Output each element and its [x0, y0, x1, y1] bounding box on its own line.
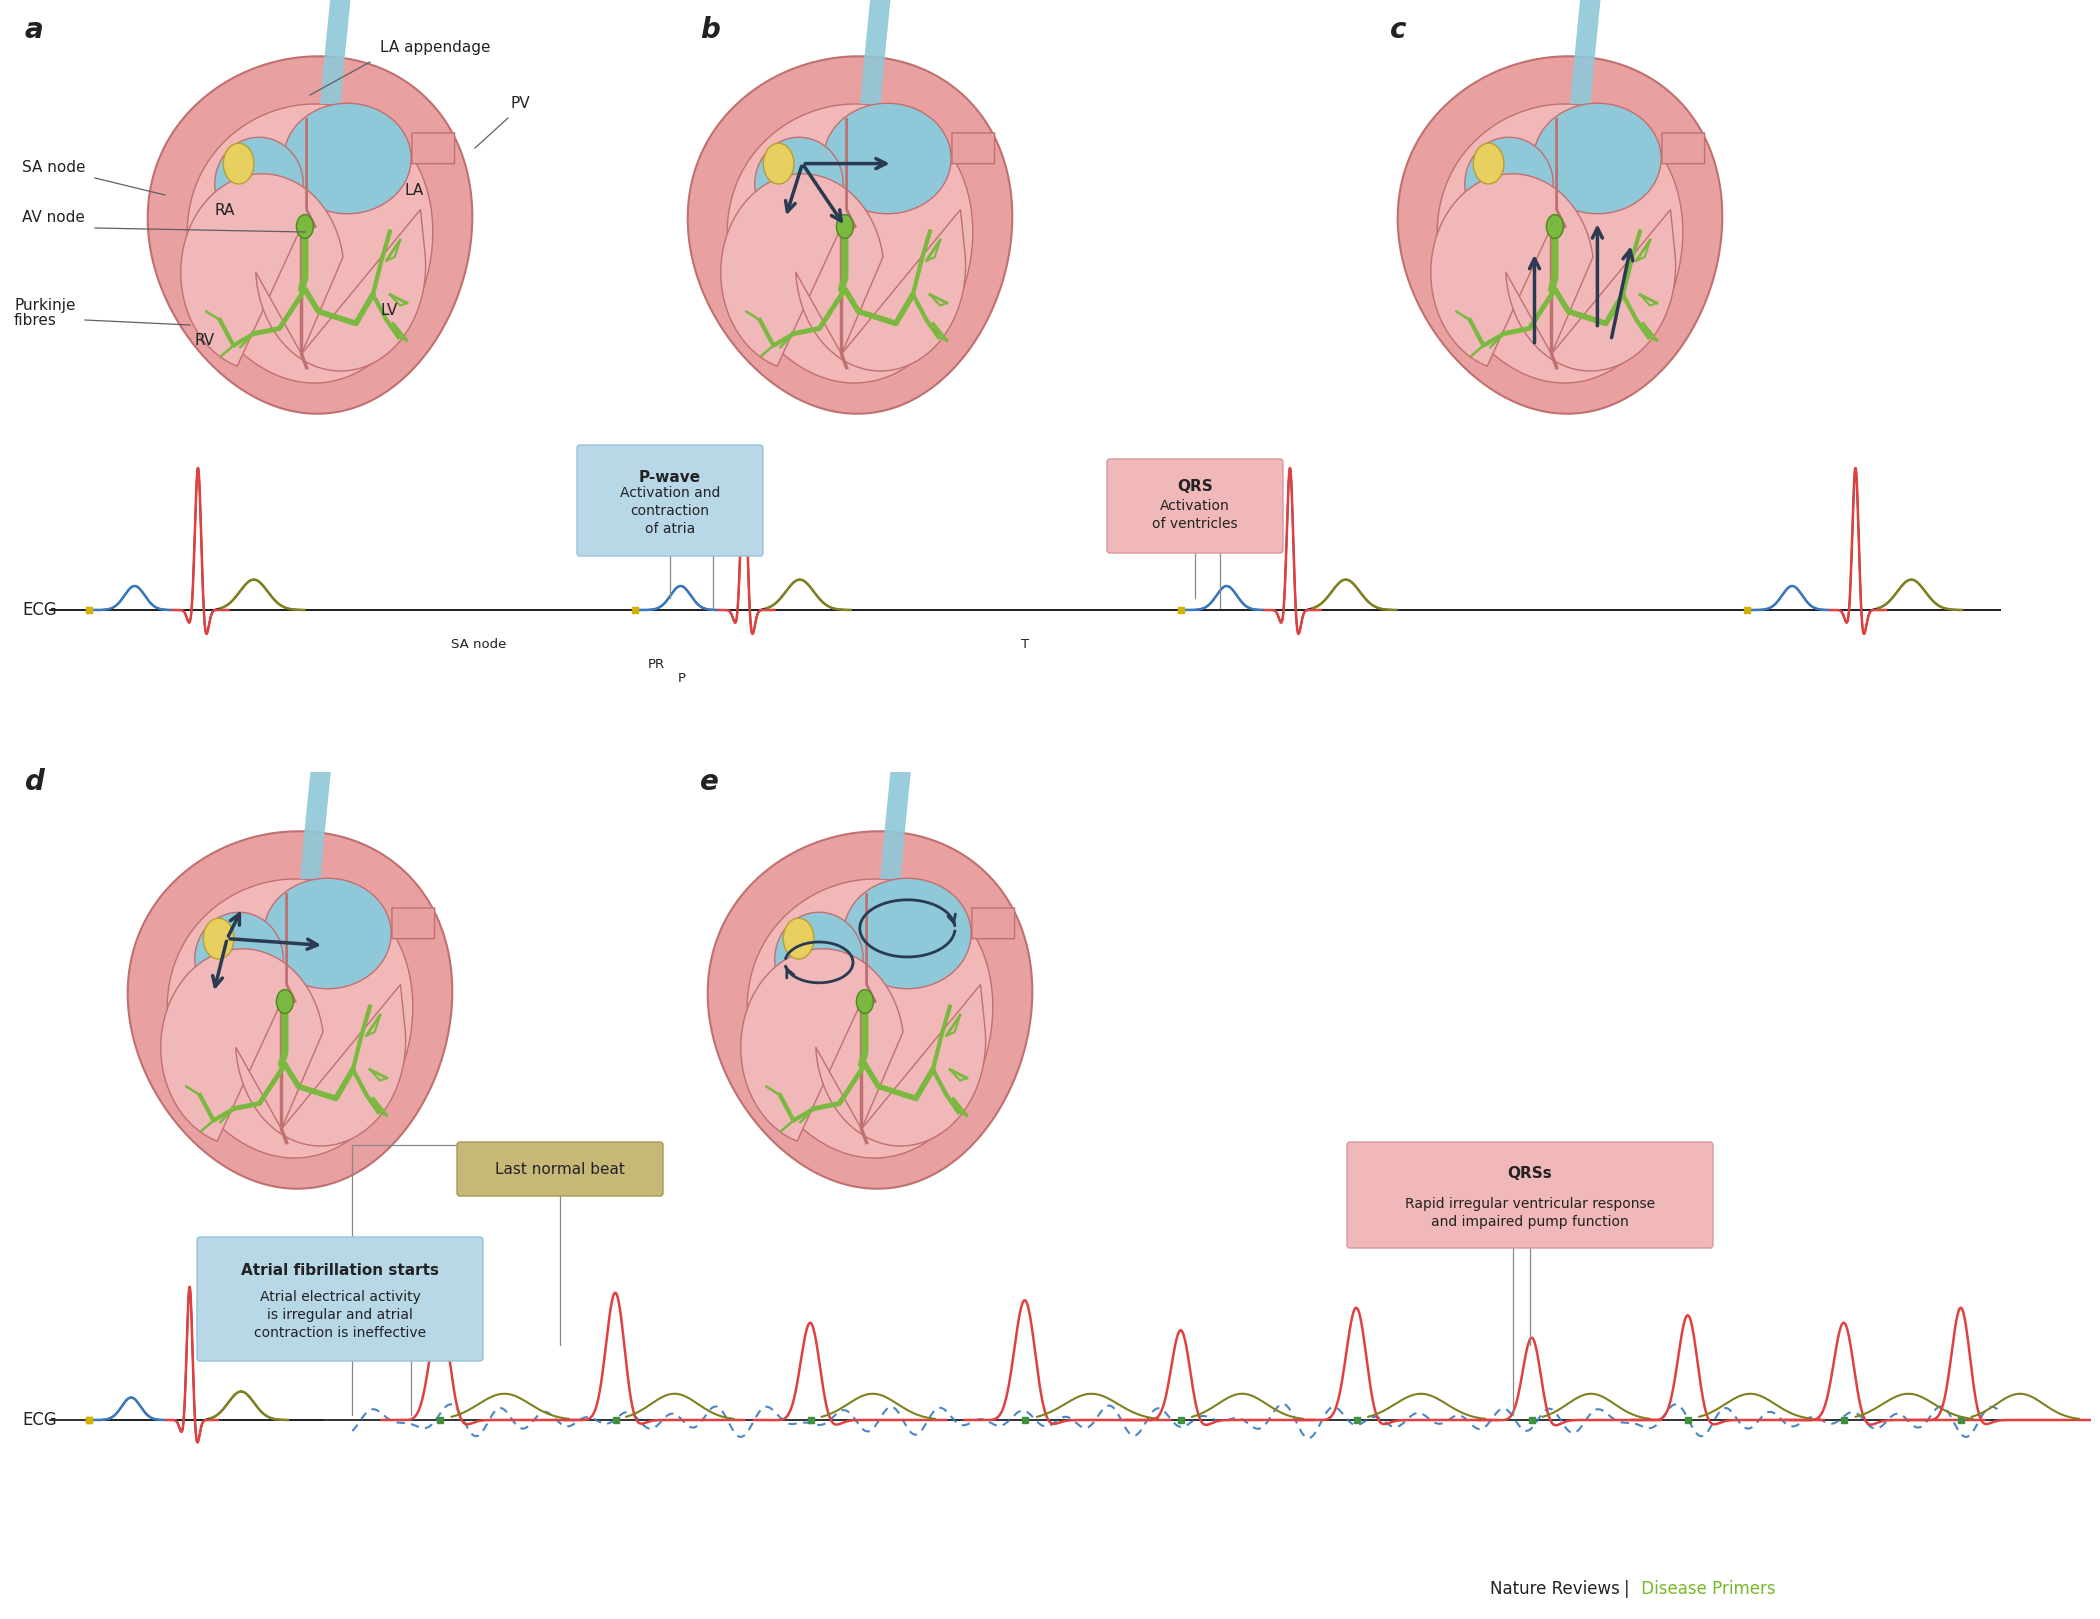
Text: ECG: ECG — [21, 601, 57, 618]
Text: Purkinje: Purkinje — [15, 298, 76, 312]
Polygon shape — [128, 831, 452, 1188]
Text: Atrial electrical activity
is irregular and atrial
contraction is ineffective: Atrial electrical activity is irregular … — [254, 1290, 426, 1341]
Text: LV: LV — [380, 303, 397, 317]
Ellipse shape — [762, 142, 794, 185]
FancyBboxPatch shape — [1661, 133, 1705, 164]
Text: a: a — [25, 16, 44, 44]
Text: P-wave: P-wave — [638, 470, 701, 486]
Ellipse shape — [265, 877, 391, 989]
Text: AV node: AV node — [21, 210, 84, 225]
Text: P: P — [678, 672, 687, 685]
Ellipse shape — [284, 104, 412, 214]
Ellipse shape — [775, 911, 863, 1005]
Polygon shape — [1430, 173, 1594, 366]
Ellipse shape — [1466, 138, 1554, 232]
Ellipse shape — [1533, 104, 1661, 214]
Ellipse shape — [836, 215, 853, 238]
Polygon shape — [256, 209, 426, 371]
Text: PR: PR — [647, 657, 664, 670]
Text: RV: RV — [195, 334, 214, 348]
FancyBboxPatch shape — [412, 133, 454, 164]
Polygon shape — [1436, 104, 1682, 384]
FancyBboxPatch shape — [1107, 460, 1283, 554]
Polygon shape — [235, 984, 405, 1146]
Polygon shape — [741, 949, 903, 1141]
Ellipse shape — [857, 989, 874, 1013]
Ellipse shape — [204, 918, 233, 958]
FancyBboxPatch shape — [951, 133, 995, 164]
Text: RA: RA — [214, 202, 235, 219]
Polygon shape — [727, 104, 972, 384]
Polygon shape — [187, 104, 433, 384]
Polygon shape — [147, 57, 472, 414]
Text: QRSs: QRSs — [1508, 1166, 1552, 1180]
Text: ECG: ECG — [21, 1412, 57, 1430]
Polygon shape — [748, 879, 993, 1158]
Text: c: c — [1390, 16, 1407, 44]
Polygon shape — [796, 209, 966, 371]
FancyBboxPatch shape — [393, 908, 435, 939]
Ellipse shape — [754, 138, 844, 232]
FancyBboxPatch shape — [197, 1237, 483, 1362]
Polygon shape — [168, 879, 414, 1158]
Text: d: d — [25, 767, 44, 797]
Text: b: b — [699, 16, 720, 44]
Ellipse shape — [1546, 215, 1562, 238]
Text: LA appendage: LA appendage — [380, 40, 491, 55]
Text: Rapid irregular ventricular response
and impaired pump function: Rapid irregular ventricular response and… — [1405, 1196, 1655, 1229]
Text: Atrial fibrillation starts: Atrial fibrillation starts — [242, 1263, 439, 1277]
Text: LA: LA — [405, 183, 424, 198]
FancyBboxPatch shape — [972, 908, 1014, 939]
Ellipse shape — [823, 104, 951, 214]
Ellipse shape — [844, 877, 970, 989]
Polygon shape — [1506, 209, 1676, 371]
Ellipse shape — [296, 215, 313, 238]
Text: Activation
of ventricles: Activation of ventricles — [1153, 499, 1237, 531]
Ellipse shape — [277, 989, 294, 1013]
Text: Activation and
contraction
of atria: Activation and contraction of atria — [620, 486, 720, 536]
Text: Disease Primers: Disease Primers — [1636, 1580, 1777, 1598]
Polygon shape — [181, 173, 342, 366]
Polygon shape — [720, 173, 882, 366]
FancyBboxPatch shape — [458, 1141, 664, 1196]
FancyBboxPatch shape — [578, 445, 762, 555]
Text: fibres: fibres — [15, 312, 57, 329]
Polygon shape — [815, 984, 985, 1146]
Text: Last normal beat: Last normal beat — [496, 1161, 626, 1177]
Ellipse shape — [783, 918, 815, 958]
Ellipse shape — [195, 911, 284, 1005]
Text: T: T — [1021, 638, 1029, 651]
Ellipse shape — [214, 138, 302, 232]
Text: SA node: SA node — [452, 638, 506, 651]
FancyBboxPatch shape — [1346, 1141, 1714, 1248]
Text: SA node: SA node — [21, 160, 86, 175]
Ellipse shape — [223, 142, 254, 185]
Polygon shape — [1399, 57, 1722, 414]
Text: e: e — [699, 767, 718, 797]
Polygon shape — [708, 831, 1033, 1188]
Text: PV: PV — [510, 96, 529, 112]
Polygon shape — [687, 57, 1012, 414]
Text: |: | — [1623, 1580, 1630, 1598]
Polygon shape — [162, 949, 323, 1141]
Text: Nature Reviews: Nature Reviews — [1491, 1580, 1619, 1598]
Ellipse shape — [1474, 142, 1504, 185]
Text: QRS: QRS — [1178, 479, 1214, 494]
